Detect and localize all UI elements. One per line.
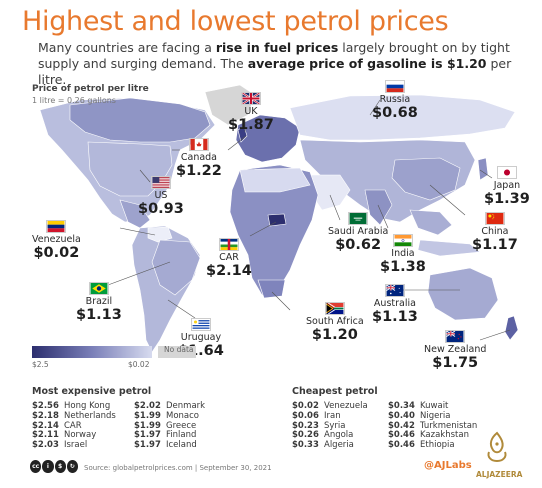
canada-flag [188,138,209,151]
saudi-flag [348,212,369,225]
most-expensive-col1: $2.56 Hong Kong $2.18 Netherlands $2.14 CAR… [32,401,128,451]
callout-us: US $0.93 [138,176,184,217]
callout-china: China $1.17 [472,212,518,253]
leader-lines [107,99,511,341]
list-item: $1.99 Greece [134,420,197,431]
southeast-asia [409,209,453,236]
indonesia [417,239,481,257]
russia [289,94,516,141]
australia-flag [384,284,405,297]
legend-nodata-label: No data [164,345,194,354]
brazil [151,239,201,296]
nc-icon: $ [54,460,66,473]
callout-australia: Australia $1.13 [372,284,418,325]
china [391,157,461,201]
map-title: Price of petrol per litre [32,84,149,94]
south-africa [257,279,286,299]
europe [235,114,301,163]
cc-icon: cc [30,460,42,473]
australia [427,267,499,321]
canada [69,97,211,143]
source-note: Source: globalpetrolprices.com | Septemb… [84,464,272,472]
new-zealand [504,315,519,341]
callout-car: CAR $2.14 [206,238,252,279]
callout-russia: Russia $0.68 [372,80,418,121]
cheapest-heading: Cheapest petrol [292,386,378,397]
aljazeera-logo-icon [487,431,507,463]
page-subtitle: Many countries are facing a rise in fuel… [38,40,512,87]
newzealand-flag [445,330,466,343]
list-item: $0.46 Kazakhstan [388,430,469,441]
north-africa [239,167,311,193]
southafrica-flag [324,302,345,315]
list-item: $2.11 Norway [32,430,97,441]
list-item: $2.56 Hong Kong [32,401,111,411]
venezuela [147,226,173,243]
map-note: 1 litre = 0.26 gallons [32,96,116,105]
legend-low-label: $0.02 [128,360,150,369]
callout-new-zealand: New Zealand $1.75 [424,330,486,371]
callout-venezuela: Venezuela $0.02 [32,220,81,261]
callout-india: India $1.38 [380,234,426,275]
car-flag [218,238,239,251]
central-america [119,199,151,229]
legend-high-label: $2.5 [32,360,49,369]
by-icon: i [42,460,54,473]
uk-flag [240,92,261,105]
cheapest-col1: $0.02 Venezuela $0.06 Iran $0.23 Syria $0.2… [292,401,388,451]
list-item: $0.34 Kuwait [388,401,449,411]
list-item: $2.02 Denmark [134,401,206,411]
brazil-flag [88,282,109,295]
list-item: $0.46 Ethiopia [388,440,455,451]
ajlabs-handle: @AJLabs [424,460,472,471]
list-item: $2.03 Israel [32,440,88,451]
page-title: Highest and lowest petrol prices [22,6,449,37]
list-item: $2.18 Netherlands [32,410,116,421]
list-item: $0.02 Venezuela [292,401,368,411]
creative-commons-icons: cc i $ ↻ [30,460,78,474]
list-item: $1.99 Monaco [134,410,200,421]
uruguay-flag [190,318,211,331]
callout-saudi-arabia: Saudi Arabia $0.62 [328,212,388,253]
russia-flag [384,80,405,93]
list-item: $0.33 Algeria [292,440,354,451]
legend-gradient [32,346,152,358]
list-item: $0.06 Iran [292,410,341,421]
india [364,189,393,226]
list-item: $0.26 Angola [292,430,354,441]
japan-flag [496,166,517,179]
callout-japan: Japan $1.39 [484,166,530,207]
venezuela-flag [46,220,67,233]
most-expensive-heading: Most expensive petrol [32,386,152,397]
list-item: $2.14 CAR [32,420,82,431]
china-flag [484,212,505,225]
most-expensive-col2: $2.02 Denmark $1.99 Monaco $1.99 Greece $1.… [134,401,230,451]
list-item: $0.42 Turkmenistan [388,420,478,431]
callout-uk: UK $1.87 [228,92,274,133]
aljazeera-brand: ALJAZEERA [476,470,523,479]
us-flag [150,176,171,189]
list-item: $0.23 Syria [292,420,346,431]
callout-south-africa: South Africa $1.20 [306,302,364,343]
callout-brazil: Brazil $1.13 [76,282,122,323]
sa-icon: ↻ [66,460,78,473]
list-item: $1.97 Finland [134,430,197,441]
cheapest-col2: $0.34 Kuwait $0.40 Nigeria $0.42 Turkmenist… [388,401,484,451]
car [267,213,287,227]
india-flag [392,234,413,247]
list-item: $0.40 Nigeria [388,410,451,421]
callout-canada: Canada $1.22 [176,138,222,179]
list-item: $1.97 Iceland [134,440,197,451]
legend-nodata-swatch [158,346,196,358]
